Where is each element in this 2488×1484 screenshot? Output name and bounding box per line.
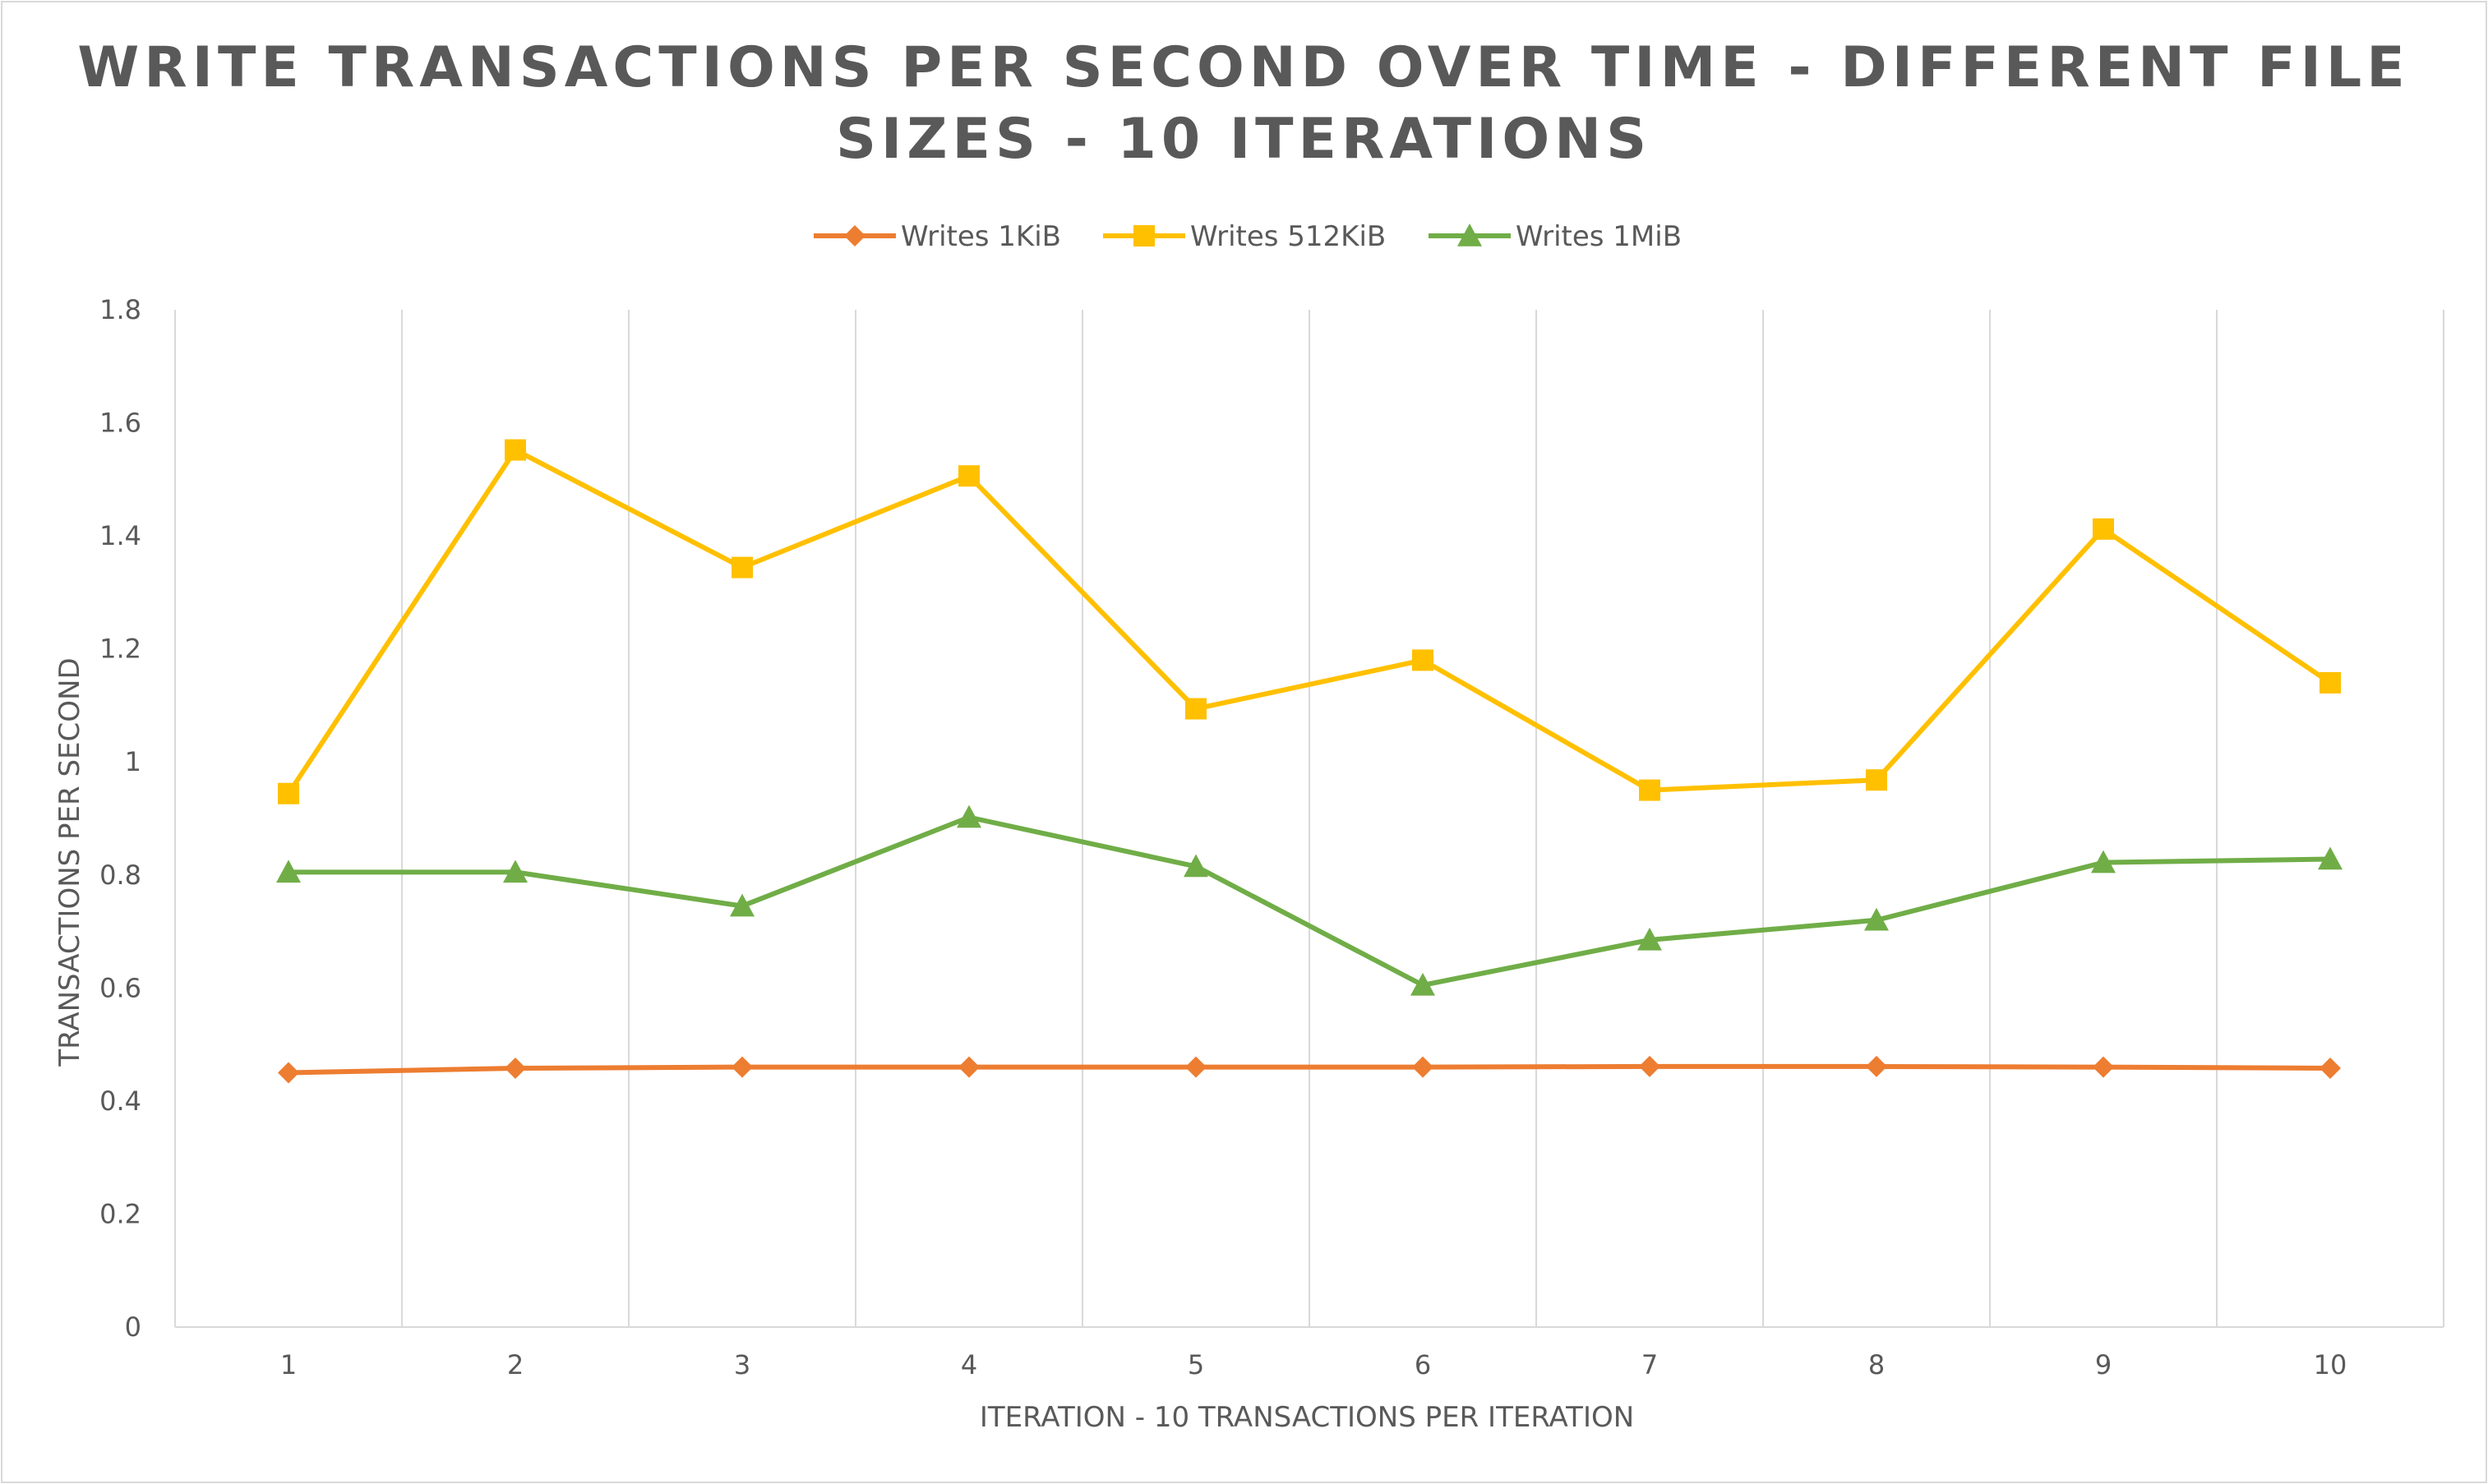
data-point-writes-1kib xyxy=(958,1056,980,1078)
y-tick-label: 1.8 xyxy=(99,294,141,325)
series-line-writes-1mib xyxy=(286,814,2333,988)
legend-swatch-marker xyxy=(844,225,865,247)
series-line-writes-512kib xyxy=(286,447,2333,796)
y-tick-label: 1.4 xyxy=(99,520,141,551)
y-tick-label: 0.6 xyxy=(99,972,141,1003)
data-point-writes-1mib xyxy=(1864,907,1889,931)
data-point-writes-1kib xyxy=(1185,1056,1207,1078)
x-axis-title: ITERATION - 10 TRANSACTIONS PER ITERATIO… xyxy=(980,1401,1634,1434)
legend-swatch-marker xyxy=(1457,224,1482,247)
data-point-writes-512kib xyxy=(1185,698,1207,720)
data-point-writes-1mib xyxy=(730,893,755,917)
data-point-writes-1kib xyxy=(1866,1055,1887,1077)
x-tick-label: 5 xyxy=(1188,1349,1204,1380)
data-point-writes-1kib xyxy=(278,1062,299,1084)
x-tick-label: 9 xyxy=(2095,1349,2112,1380)
series-writes-1kib xyxy=(278,1055,2341,1084)
legend-label: Writes 1MiB xyxy=(1516,220,1682,253)
legend-label: Writes 1KiB xyxy=(901,220,1061,253)
data-point-writes-1kib xyxy=(732,1056,753,1078)
x-tick-label: 2 xyxy=(507,1349,524,1380)
grid-lines xyxy=(401,310,2444,1327)
data-point-writes-512kib xyxy=(2320,671,2341,694)
x-tick-label: 1 xyxy=(280,1349,297,1380)
data-point-writes-1mib xyxy=(2091,850,2116,873)
chart-title-line1: WRITE TRANSACTIONS PER SECOND OVER TIME … xyxy=(77,35,2409,100)
data-point-writes-512kib xyxy=(2093,518,2114,540)
data-point-writes-1mib xyxy=(957,804,981,828)
data-point-writes-512kib xyxy=(505,439,526,461)
y-tick-label: 0.8 xyxy=(99,860,141,891)
data-point-writes-1mib xyxy=(1184,854,1208,878)
x-tick-label: 10 xyxy=(2314,1349,2347,1380)
y-tick-label: 0 xyxy=(125,1311,141,1343)
data-point-writes-1kib xyxy=(1412,1056,1433,1078)
data-point-writes-1kib xyxy=(505,1057,526,1079)
data-point-writes-1mib xyxy=(1637,927,1662,951)
data-point-writes-1mib xyxy=(1410,972,1435,996)
y-tick-label: 1.2 xyxy=(99,634,141,665)
axes: 0 0.2 0.4 0.6 0.8 1 1.2 1.4 1.6 1.8 1 2 3 4 5 6 7 8 9 10 xyxy=(99,294,2444,1380)
legend-item-writes-1mib: Writes 1MiB xyxy=(1429,220,1682,253)
data-point-writes-512kib xyxy=(1412,649,1433,671)
data-point-writes-1kib xyxy=(1639,1055,1660,1077)
series-writes-512kib xyxy=(278,439,2341,804)
data-point-writes-512kib xyxy=(1639,779,1660,801)
y-axis-title: TRANSACTIONS PER SECOND xyxy=(53,657,86,1067)
legend-label: Writes 512KiB xyxy=(1190,220,1386,253)
x-tick-label: 4 xyxy=(961,1349,977,1380)
legend-item-writes-1kib: Writes 1KiB xyxy=(814,220,1061,253)
data-point-writes-1mib xyxy=(276,860,301,883)
chart-title-line2: SIZES - 10 ITERATIONS xyxy=(836,107,1651,172)
data-point-writes-512kib xyxy=(278,782,299,804)
data-point-writes-512kib xyxy=(732,556,753,578)
y-tick-label: 1 xyxy=(125,746,141,777)
data-point-writes-1kib xyxy=(2320,1057,2341,1079)
data-point-writes-1mib xyxy=(2318,846,2343,870)
x-tick-label: 7 xyxy=(1641,1349,1658,1380)
x-tick-label: 8 xyxy=(1868,1349,1885,1380)
x-tick-label: 3 xyxy=(734,1349,750,1380)
x-tick-label: 6 xyxy=(1415,1349,1431,1380)
legend: Writes 1KiB Writes 512KiB Writes 1MiB xyxy=(814,220,1682,253)
legend-swatch-marker xyxy=(1133,225,1155,247)
data-point-writes-512kib xyxy=(958,465,980,487)
series-layer xyxy=(276,439,2343,1084)
y-tick-label: 1.6 xyxy=(99,408,141,439)
data-point-writes-512kib xyxy=(1866,769,1887,791)
y-tick-label: 0.2 xyxy=(99,1198,141,1229)
data-point-writes-1kib xyxy=(2093,1056,2114,1078)
data-point-writes-1mib xyxy=(503,860,528,883)
series-writes-1mib xyxy=(276,804,2343,996)
series-line-writes-1kib xyxy=(286,1063,2333,1076)
y-tick-label: 0.4 xyxy=(99,1085,141,1117)
legend-item-writes-512kib: Writes 512KiB xyxy=(1103,220,1386,253)
